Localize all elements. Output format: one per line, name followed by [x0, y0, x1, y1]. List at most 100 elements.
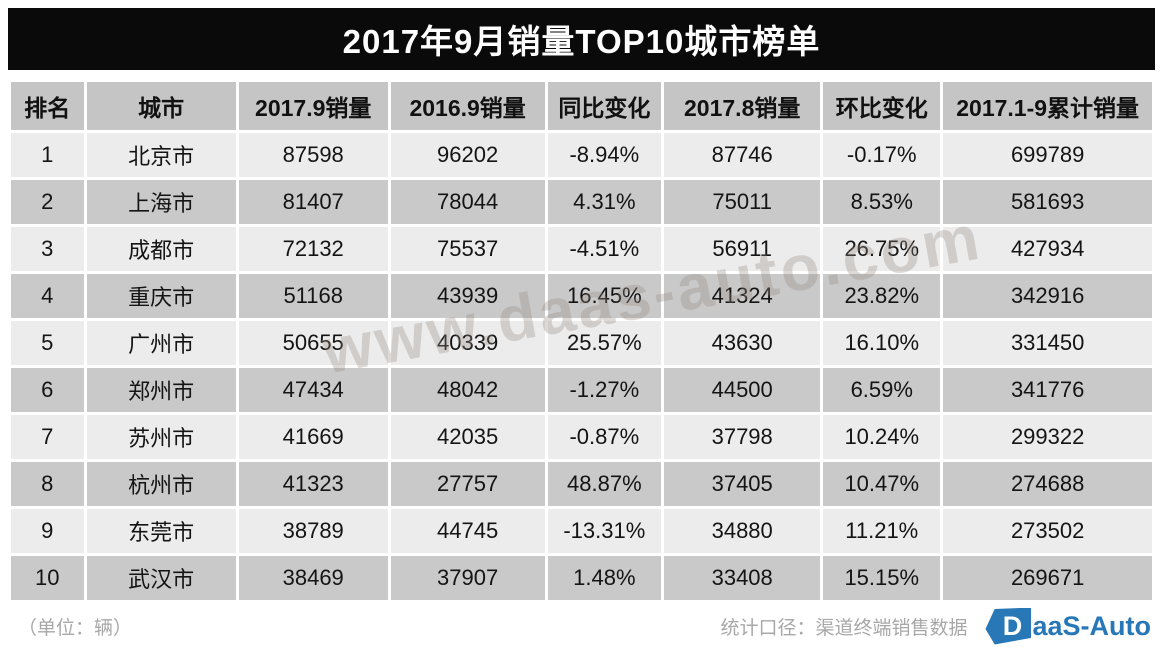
table-cell: 4.31%: [544, 177, 665, 227]
table-cell: 25.57%: [544, 318, 665, 368]
table-cell: 51168: [235, 271, 391, 321]
table-cell: 广州市: [83, 318, 239, 368]
table-cell: 10: [8, 553, 87, 603]
table-cell: 26.75%: [820, 224, 944, 274]
table-row: 3 成都市 72132 75537 -4.51% 56911 26.75% 427934: [8, 224, 1155, 274]
table-cell: 269671: [940, 553, 1155, 603]
table-cell: 72132: [235, 224, 391, 274]
table-cell: 苏州市: [83, 412, 239, 462]
table-row: 5 广州市 50655 40339 25.57% 43630 16.10% 331450: [8, 318, 1155, 368]
table-row: 9 东莞市 38789 44745 -13.31% 34880 11.21% 273502: [8, 506, 1155, 556]
table-cell: 武汉市: [83, 553, 239, 603]
table-cell: 273502: [940, 506, 1155, 556]
table-cell: -0.87%: [544, 412, 665, 462]
table-row: 6 郑州市 47434 48042 -1.27% 44500 6.59% 341776: [8, 365, 1155, 415]
table-cell: 48.87%: [544, 459, 665, 509]
table-cell: 50655: [235, 318, 391, 368]
table-cell: 郑州市: [83, 365, 239, 415]
table-cell: 重庆市: [83, 271, 239, 321]
table-cell: 81407: [235, 177, 391, 227]
table-cell: 427934: [940, 224, 1155, 274]
table-cell: 15.15%: [820, 553, 944, 603]
table-cell: 37907: [387, 553, 548, 603]
table-cell: 44745: [387, 506, 548, 556]
table-cell: 43630: [661, 318, 824, 368]
column-header-city: 城市: [83, 79, 239, 133]
column-header-yoy-change: 同比变化: [544, 79, 665, 133]
table-cell: 87746: [661, 130, 824, 180]
daas-auto-logo: D aaS-Auto: [985, 607, 1151, 645]
table-cell: 8.53%: [820, 177, 944, 227]
table-cell: 96202: [387, 130, 548, 180]
table-cell: 11.21%: [820, 506, 944, 556]
table-cell: 东莞市: [83, 506, 239, 556]
table-cell: 48042: [387, 365, 548, 415]
table-cell: 274688: [940, 459, 1155, 509]
table-cell: 37798: [661, 412, 824, 462]
table-row: 8 杭州市 41323 27757 48.87% 37405 10.47% 274688: [8, 459, 1155, 509]
footer: （单位：辆） 统计口径：渠道终端销售数据 D aaS-Auto: [8, 603, 1155, 647]
table-cell: 33408: [661, 553, 824, 603]
table-cell: 8: [8, 459, 87, 509]
table-cell: 41669: [235, 412, 391, 462]
table-cell: 41323: [235, 459, 391, 509]
table-cell: 37405: [661, 459, 824, 509]
table-row: 2 上海市 81407 78044 4.31% 75011 8.53% 581693: [8, 177, 1155, 227]
table-cell: -13.31%: [544, 506, 665, 556]
table-row: 4 重庆市 51168 43939 16.45% 41324 23.82% 342916: [8, 271, 1155, 321]
table-cell: 47434: [235, 365, 391, 415]
unit-note: （单位：辆）: [18, 617, 133, 639]
table-cell: 40339: [387, 318, 548, 368]
table-cell: 10.24%: [820, 412, 944, 462]
table-cell: 42035: [387, 412, 548, 462]
table-cell: 78044: [387, 177, 548, 227]
table-cell: 5: [8, 318, 87, 368]
table-cell: 杭州市: [83, 459, 239, 509]
table-row: 1 北京市 87598 96202 -8.94% 87746 -0.17% 699789: [8, 130, 1155, 180]
table-cell: 上海市: [83, 177, 239, 227]
table-cell: 43939: [387, 271, 548, 321]
table-cell: 299322: [940, 412, 1155, 462]
logo-wordmark: aaS-Auto: [1032, 610, 1151, 641]
ranking-table: 排名 城市 2017.9销量 2016.9销量 同比变化 2017.8销量 环比…: [8, 79, 1155, 603]
table-header-row: 排名 城市 2017.9销量 2016.9销量 同比变化 2017.8销量 环比…: [8, 79, 1155, 133]
column-header-sales-2017-9: 2017.9销量: [235, 79, 391, 133]
table-cell: 1.48%: [544, 553, 665, 603]
table-cell: 3: [8, 224, 87, 274]
ranking-table-wrap: 排名 城市 2017.9销量 2016.9销量 同比变化 2017.8销量 环比…: [8, 79, 1155, 603]
table-cell: 成都市: [83, 224, 239, 274]
table-cell: 6: [8, 365, 87, 415]
table-cell: 38469: [235, 553, 391, 603]
table-cell: 10.47%: [820, 459, 944, 509]
logo-d-letter: D: [1002, 610, 1023, 641]
column-header-sales-2017-8: 2017.8销量: [661, 79, 824, 133]
table-cell: 581693: [940, 177, 1155, 227]
column-header-mom-change: 环比变化: [820, 79, 944, 133]
table-cell: -0.17%: [820, 130, 944, 180]
table-cell: 87598: [235, 130, 391, 180]
table-cell: 2: [8, 177, 87, 227]
table-cell: -1.27%: [544, 365, 665, 415]
table-cell: 341776: [940, 365, 1155, 415]
table-cell: 44500: [661, 365, 824, 415]
table-cell: 331450: [940, 318, 1155, 368]
table-cell: 23.82%: [820, 271, 944, 321]
table-cell: 4: [8, 271, 87, 321]
column-header-rank: 排名: [8, 79, 87, 133]
table-cell: 38789: [235, 506, 391, 556]
table-cell: 16.45%: [544, 271, 665, 321]
source-note: 统计口径：渠道终端销售数据: [720, 617, 968, 639]
table-cell: 56911: [661, 224, 824, 274]
table-cell: 1: [8, 130, 87, 180]
table-cell: 34880: [661, 506, 824, 556]
footer-right: 统计口径：渠道终端销售数据 D aaS-Auto: [720, 607, 1151, 645]
table-cell: 16.10%: [820, 318, 944, 368]
table-cell: 9: [8, 506, 87, 556]
table-cell: 75011: [661, 177, 824, 227]
table-row: 7 苏州市 41669 42035 -0.87% 37798 10.24% 299322: [8, 412, 1155, 462]
column-header-cumulative: 2017.1-9累计销量: [940, 79, 1155, 133]
table-cell: 27757: [387, 459, 548, 509]
table-cell: 7: [8, 412, 87, 462]
table-cell: 北京市: [83, 130, 239, 180]
